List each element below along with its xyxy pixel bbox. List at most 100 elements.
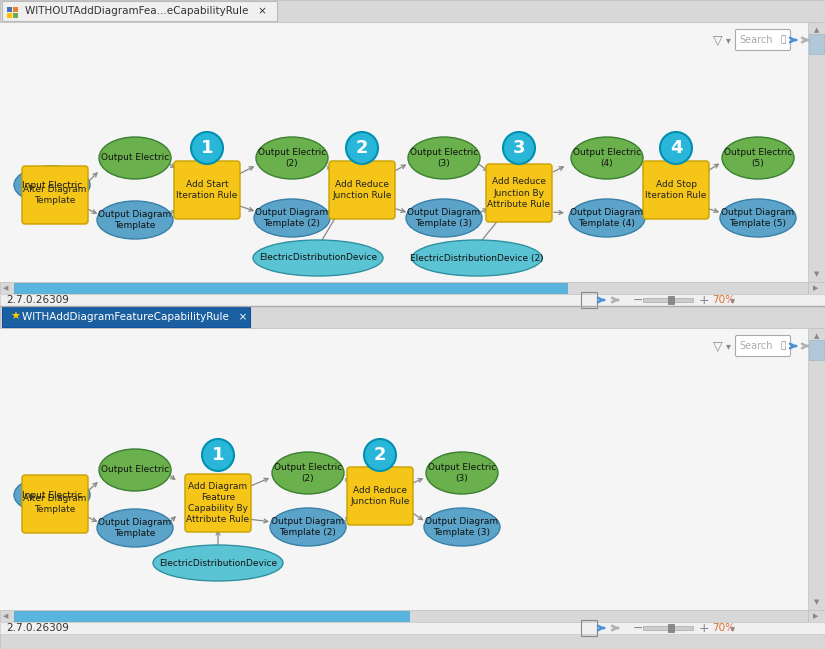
FancyBboxPatch shape <box>2 1 277 21</box>
FancyBboxPatch shape <box>22 166 88 224</box>
FancyBboxPatch shape <box>808 610 825 622</box>
FancyBboxPatch shape <box>14 283 567 293</box>
FancyBboxPatch shape <box>174 161 240 219</box>
Ellipse shape <box>571 137 643 179</box>
Ellipse shape <box>254 199 330 237</box>
Ellipse shape <box>720 199 796 237</box>
Text: Output Electric
(5): Output Electric (5) <box>724 149 792 167</box>
FancyBboxPatch shape <box>13 13 18 18</box>
Text: Add Reduce
Junction Rule: Add Reduce Junction Rule <box>351 486 410 506</box>
Ellipse shape <box>408 137 480 179</box>
Circle shape <box>364 439 396 471</box>
Text: Output Electric
(3): Output Electric (3) <box>428 463 496 483</box>
Text: ElectricDistributionDevice (2): ElectricDistributionDevice (2) <box>410 254 544 262</box>
Text: ▾: ▾ <box>725 35 730 45</box>
Ellipse shape <box>97 201 173 239</box>
Text: Output Diagram
Template: Output Diagram Template <box>98 210 172 230</box>
FancyBboxPatch shape <box>0 634 825 649</box>
Text: Output Electric
(4): Output Electric (4) <box>573 149 641 167</box>
Text: ▼: ▼ <box>813 271 819 277</box>
Text: ·: · <box>790 339 794 353</box>
Ellipse shape <box>424 508 500 546</box>
Text: Output Diagram
Template (3): Output Diagram Template (3) <box>426 517 498 537</box>
Text: Alter Diagram
Template: Alter Diagram Template <box>23 494 87 514</box>
Ellipse shape <box>569 199 645 237</box>
FancyBboxPatch shape <box>808 328 825 610</box>
Text: 2.7.0.26309: 2.7.0.26309 <box>6 623 68 633</box>
Text: Add Diagram
Feature
Capability By
Attribute Rule: Add Diagram Feature Capability By Attrib… <box>186 482 249 524</box>
Text: −: − <box>633 293 644 306</box>
Text: Output Electric
(2): Output Electric (2) <box>258 149 326 167</box>
Text: ▽: ▽ <box>713 339 723 352</box>
Ellipse shape <box>406 199 482 237</box>
FancyBboxPatch shape <box>0 0 825 22</box>
Ellipse shape <box>270 508 346 546</box>
Text: Add Reduce
Junction Rule: Add Reduce Junction Rule <box>332 180 392 200</box>
FancyBboxPatch shape <box>643 298 693 302</box>
FancyBboxPatch shape <box>22 475 88 533</box>
Text: ★: ★ <box>10 312 20 322</box>
Text: Output Electric
(3): Output Electric (3) <box>410 149 478 167</box>
Text: Add Stop
Iteration Rule: Add Stop Iteration Rule <box>645 180 707 200</box>
FancyBboxPatch shape <box>7 13 12 18</box>
FancyBboxPatch shape <box>0 622 825 634</box>
Text: Output Diagram
Template (5): Output Diagram Template (5) <box>721 208 794 228</box>
Text: ▼: ▼ <box>813 599 819 605</box>
Text: ◀: ◀ <box>3 613 9 619</box>
Ellipse shape <box>722 137 794 179</box>
Text: ▾: ▾ <box>730 295 735 305</box>
FancyBboxPatch shape <box>809 340 824 360</box>
Text: ElectricDistributionDevice: ElectricDistributionDevice <box>259 254 377 262</box>
Circle shape <box>346 132 378 164</box>
FancyBboxPatch shape <box>643 626 693 630</box>
FancyBboxPatch shape <box>347 467 413 525</box>
FancyBboxPatch shape <box>329 161 395 219</box>
Text: Input Electric: Input Electric <box>22 180 82 190</box>
FancyBboxPatch shape <box>736 29 790 51</box>
FancyBboxPatch shape <box>809 34 824 54</box>
Text: Output Diagram
Template: Output Diagram Template <box>98 519 172 538</box>
Text: ◀: ◀ <box>3 285 9 291</box>
Text: Output Diagram
Template (2): Output Diagram Template (2) <box>271 517 345 537</box>
Text: 70%: 70% <box>712 623 735 633</box>
Text: Output Electric: Output Electric <box>101 465 169 474</box>
Ellipse shape <box>256 137 328 179</box>
Text: ▲: ▲ <box>813 333 819 339</box>
FancyBboxPatch shape <box>0 282 808 294</box>
Text: Add Start
Iteration Rule: Add Start Iteration Rule <box>177 180 238 200</box>
FancyBboxPatch shape <box>668 624 674 632</box>
Text: Search: Search <box>739 35 773 45</box>
FancyBboxPatch shape <box>0 294 825 306</box>
Text: ▲: ▲ <box>813 27 819 33</box>
FancyBboxPatch shape <box>808 22 825 282</box>
Text: WITHAddDiagramFeatureCapabilityRule   ×: WITHAddDiagramFeatureCapabilityRule × <box>22 312 247 322</box>
Text: ▾: ▾ <box>725 341 730 351</box>
Ellipse shape <box>99 137 171 179</box>
Text: +: + <box>699 622 710 635</box>
Text: 3: 3 <box>513 139 526 157</box>
Text: +: + <box>699 293 710 306</box>
Text: ▽: ▽ <box>713 34 723 47</box>
Text: Alter Diagram
Template: Alter Diagram Template <box>23 185 87 205</box>
Ellipse shape <box>153 545 283 581</box>
Ellipse shape <box>99 449 171 491</box>
Text: 1: 1 <box>200 139 213 157</box>
Circle shape <box>660 132 692 164</box>
FancyBboxPatch shape <box>14 611 409 621</box>
Circle shape <box>191 132 223 164</box>
Ellipse shape <box>14 166 90 204</box>
FancyBboxPatch shape <box>668 296 674 304</box>
FancyBboxPatch shape <box>7 7 12 12</box>
Text: Input Electric: Input Electric <box>22 491 82 500</box>
Text: ▶: ▶ <box>813 613 818 619</box>
FancyBboxPatch shape <box>13 7 18 12</box>
FancyBboxPatch shape <box>643 161 709 219</box>
Ellipse shape <box>412 240 542 276</box>
Text: ElectricDistributionDevice: ElectricDistributionDevice <box>159 559 277 567</box>
FancyBboxPatch shape <box>486 164 552 222</box>
Text: Add Reduce
Junction By
Attribute Rule: Add Reduce Junction By Attribute Rule <box>488 177 550 208</box>
Text: 1: 1 <box>212 446 224 464</box>
Text: ▾: ▾ <box>730 623 735 633</box>
Text: 🔍: 🔍 <box>780 36 785 45</box>
Text: WITHOUTAddDiagramFea...eCapabilityRule   ×: WITHOUTAddDiagramFea...eCapabilityRule × <box>25 6 266 16</box>
